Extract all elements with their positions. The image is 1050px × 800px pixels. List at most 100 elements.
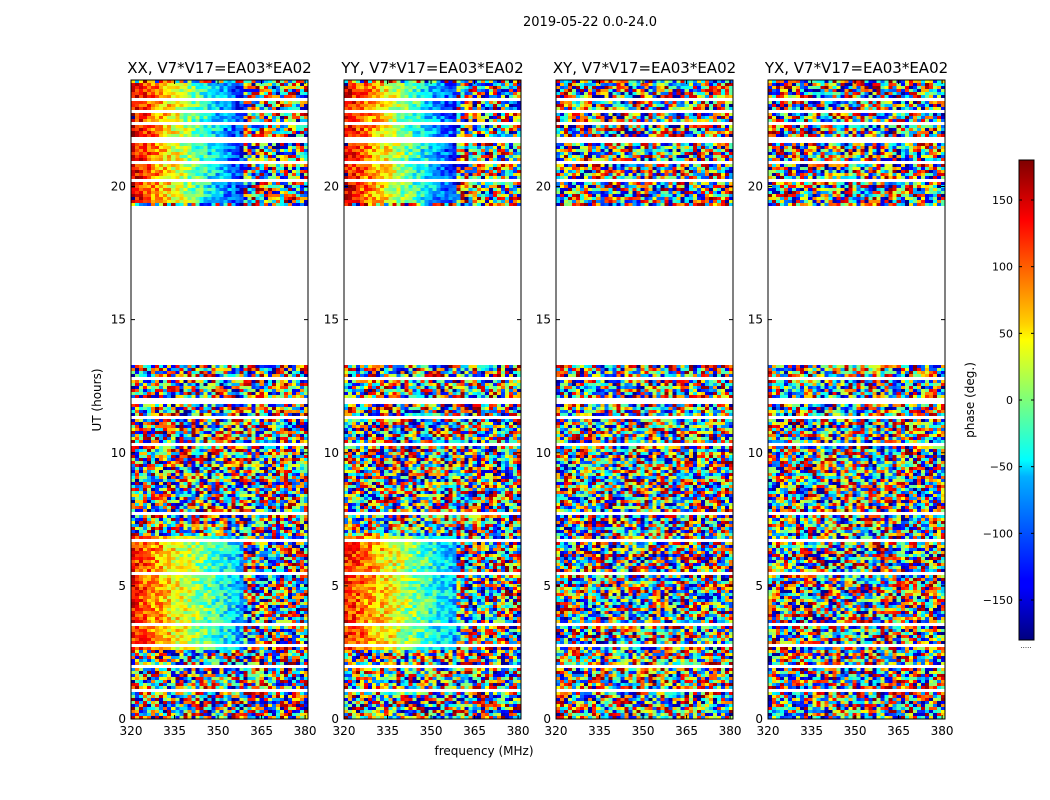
heatmap-cell: [223, 557, 228, 560]
heatmap-cell: [219, 101, 224, 104]
heatmap-cell: [215, 158, 220, 161]
heatmap-cell: [207, 569, 212, 572]
heatmap-cell: [231, 575, 236, 578]
heatmap-cell: [291, 599, 297, 602]
heatmap-cell: [255, 524, 261, 527]
heatmap-cell: [215, 404, 220, 407]
heatmap-cell: [131, 479, 136, 482]
heatmap-cell: [191, 446, 196, 449]
heatmap-cell: [303, 533, 309, 536]
heatmap-cell: [283, 464, 289, 467]
heatmap-cell: [287, 413, 293, 416]
heatmap-cell: [211, 173, 216, 176]
heatmap-cell: [135, 602, 140, 605]
heatmap-cell: [215, 395, 220, 398]
heatmap-cell: [295, 407, 301, 410]
heatmap-cell: [247, 86, 252, 89]
heatmap-cell: [143, 428, 148, 431]
heatmap-cell: [263, 497, 269, 500]
heatmap-cell: [131, 392, 136, 395]
heatmap-cell: [279, 176, 285, 179]
heatmap-cell: [295, 446, 301, 449]
heatmap-cell: [187, 200, 192, 203]
heatmap-cell: [211, 470, 216, 473]
heatmap-cell: [143, 557, 148, 560]
heatmap-cell: [271, 437, 277, 440]
heatmap-cell: [143, 407, 148, 410]
heatmap-cell: [203, 446, 208, 449]
heatmap-cell: [295, 596, 301, 599]
heatmap-cell: [275, 83, 281, 86]
heatmap-cell: [143, 116, 148, 119]
heatmap-cell: [135, 200, 140, 203]
heatmap-cell: [131, 500, 136, 503]
heatmap-cell: [211, 134, 216, 137]
heatmap-cell: [139, 515, 144, 518]
heatmap-cell: [135, 482, 140, 485]
heatmap-cell: [195, 485, 200, 488]
heatmap-cell: [139, 617, 144, 620]
heatmap-cell: [283, 578, 289, 581]
heatmap-cell: [139, 176, 144, 179]
heatmap-cell: [171, 392, 176, 395]
heatmap-cell: [179, 608, 184, 611]
heatmap-cell: [247, 554, 252, 557]
heatmap-cell: [247, 191, 252, 194]
heatmap-cell: [135, 500, 140, 503]
heatmap-cell: [195, 152, 200, 155]
heatmap-cell: [227, 593, 232, 596]
heatmap-cell: [295, 554, 301, 557]
heatmap-cell: [259, 491, 265, 494]
heatmap-cell: [155, 593, 160, 596]
heatmap-cell: [139, 548, 144, 551]
heatmap-cell: [299, 200, 305, 203]
heatmap-cell: [239, 89, 244, 92]
heatmap-cell: [255, 590, 261, 593]
heatmap-cell: [283, 116, 289, 119]
heatmap-cell: [203, 134, 208, 137]
heatmap-cell: [287, 530, 293, 533]
heatmap-cell: [207, 107, 212, 110]
heatmap-cell: [267, 605, 273, 608]
heatmap-cell: [183, 470, 188, 473]
heatmap-cell: [151, 176, 156, 179]
heatmap-cell: [179, 203, 184, 206]
heatmap-cell: [179, 134, 184, 137]
heatmap-cell: [183, 467, 188, 470]
heatmap-cell: [287, 80, 293, 83]
heatmap-cell: [303, 587, 309, 590]
heatmap-cell: [267, 365, 273, 368]
heatmap-cell: [299, 83, 305, 86]
heatmap-cell: [151, 503, 156, 506]
heatmap-cell: [287, 197, 293, 200]
heatmap-cell: [287, 470, 293, 473]
heatmap-cell: [175, 128, 180, 131]
heatmap-cell: [303, 83, 309, 86]
heatmap-cell: [191, 593, 196, 596]
heatmap-cell: [295, 404, 301, 407]
heatmap-cell: [215, 608, 220, 611]
heatmap-cell: [259, 92, 265, 95]
heatmap-cell: [171, 437, 176, 440]
heatmap-cell: [199, 557, 204, 560]
heatmap-cell: [239, 536, 244, 539]
heatmap-cell: [191, 368, 196, 371]
heatmap-cell: [135, 167, 140, 170]
heatmap-cell: [247, 608, 252, 611]
heatmap-cell: [195, 95, 200, 98]
heatmap-cell: [207, 383, 212, 386]
heatmap-cell: [159, 515, 164, 518]
heatmap-cell: [299, 176, 305, 179]
heatmap-cell: [291, 173, 297, 176]
heatmap-cell: [247, 479, 252, 482]
heatmap-cell: [255, 191, 261, 194]
heatmap-cell: [279, 95, 285, 98]
heatmap-cell: [191, 374, 196, 377]
heatmap-cell: [219, 176, 224, 179]
heatmap-cell: [223, 188, 228, 191]
heatmap-cell: [247, 566, 252, 569]
heatmap-cell: [131, 494, 136, 497]
heatmap-cell: [271, 134, 277, 137]
heatmap-cell: [243, 86, 248, 89]
heatmap-cell: [223, 419, 228, 422]
